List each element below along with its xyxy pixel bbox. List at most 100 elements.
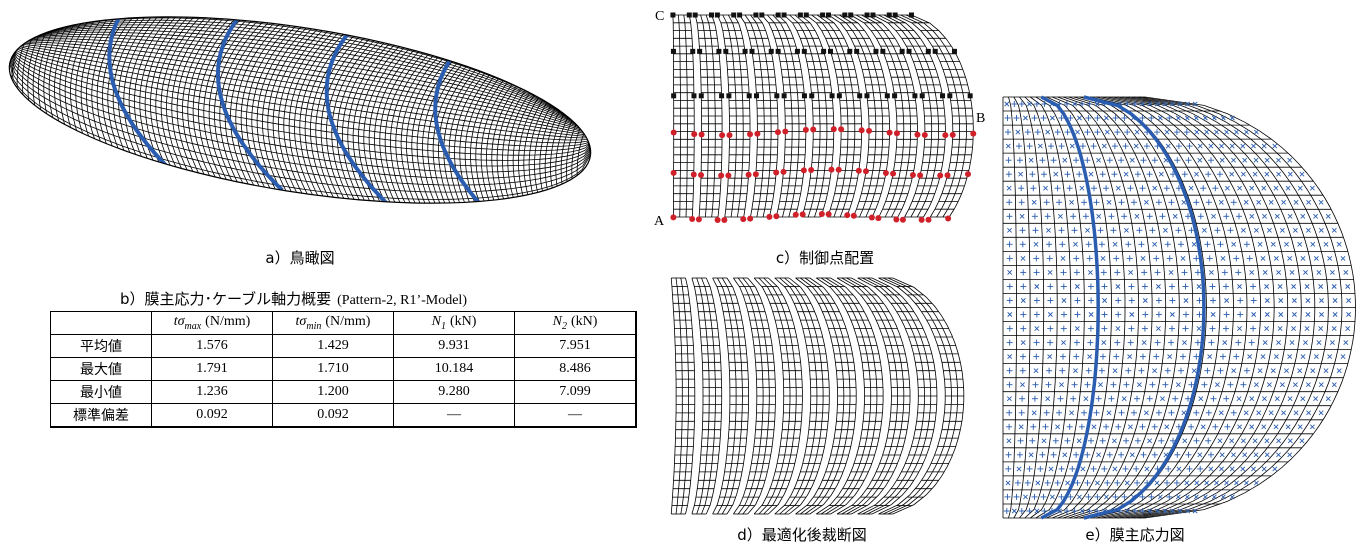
stress-cross — [1339, 352, 1347, 360]
control-point — [965, 171, 971, 177]
stress-cross — [1123, 382, 1129, 388]
stress-cross — [1272, 254, 1280, 262]
caption-note: (Pattern-2, R1’-Model) — [337, 293, 467, 308]
stress-cross — [1164, 185, 1170, 191]
stress-cross — [1007, 326, 1013, 332]
stress-cross — [1260, 212, 1268, 220]
stress-cross — [1235, 423, 1243, 431]
stress-cross — [1206, 410, 1212, 416]
stress-cross — [1088, 326, 1094, 332]
control-point — [842, 13, 847, 18]
value-cell: 1.200 — [273, 381, 394, 404]
aerial-mesh — [0, 0, 621, 240]
control-point — [856, 168, 862, 174]
stress-cross — [1019, 410, 1025, 416]
table-row: 最大値1.7911.71010.1848.486 — [51, 358, 637, 381]
stress-cross — [1007, 340, 1013, 346]
stress-cross — [1100, 171, 1106, 177]
stress-cross — [1296, 423, 1304, 431]
stress-cross — [1059, 466, 1065, 472]
stress-cross — [1192, 170, 1200, 178]
stress-cross — [1217, 198, 1225, 206]
stress-cross — [1142, 284, 1148, 290]
stress-cross — [1094, 199, 1100, 205]
stress-cross — [1134, 480, 1140, 486]
stress-cross — [1074, 340, 1080, 346]
stress-cross — [1006, 452, 1012, 458]
stress-cross — [1075, 312, 1081, 318]
stress-cross — [1030, 424, 1036, 430]
stress-cross — [1304, 380, 1312, 388]
value-cell: 7.951 — [515, 335, 637, 358]
stress-cross — [1055, 129, 1061, 135]
stress-cross — [1125, 352, 1133, 360]
stress-cross — [1303, 324, 1311, 332]
control-point — [753, 13, 758, 18]
stress-cross — [1105, 198, 1113, 206]
stress-cross — [1131, 199, 1137, 205]
stress-cross — [1252, 380, 1260, 388]
stress-cross — [1044, 199, 1050, 205]
control-point — [844, 212, 850, 218]
stress-cross — [1005, 184, 1013, 192]
stress-cross — [1142, 312, 1148, 318]
stress-cross — [1299, 254, 1307, 262]
stress-cross — [1233, 255, 1239, 261]
stress-cross — [1059, 143, 1065, 149]
stress-cross — [1020, 269, 1026, 275]
stress-cross — [1075, 437, 1083, 445]
control-point — [715, 217, 721, 223]
stress-cross — [1286, 212, 1294, 220]
symbol: tσ — [174, 314, 185, 329]
stress-cross — [1032, 366, 1040, 374]
control-point — [774, 93, 779, 98]
stress-cross — [1301, 338, 1309, 346]
stress-cross — [1051, 157, 1057, 163]
stress-cross — [1183, 312, 1189, 318]
stress-cross — [1205, 438, 1211, 444]
stress-cross — [1060, 296, 1068, 304]
control-point — [859, 127, 865, 133]
stress-cross — [1316, 324, 1324, 332]
control-point — [880, 49, 885, 54]
stress-cross — [1272, 423, 1280, 431]
stress-cross — [1096, 380, 1104, 388]
stress-cross — [1034, 312, 1040, 318]
stress-cross — [1138, 368, 1144, 374]
stress-cross — [1085, 382, 1091, 388]
stress-cross — [1033, 282, 1041, 290]
stress-cross — [1141, 157, 1147, 163]
stress-cross — [1200, 185, 1206, 191]
stress-cross — [1291, 226, 1299, 234]
stress-cross — [1132, 142, 1140, 150]
point-label: C — [655, 9, 664, 24]
stress-cross — [1122, 170, 1130, 178]
stress-cross — [1083, 213, 1089, 219]
stress-cross — [1193, 354, 1199, 360]
stress-cross — [1220, 354, 1226, 360]
stress-cross — [1039, 452, 1045, 458]
stress-cross — [1114, 480, 1120, 486]
stress-cross — [1222, 269, 1228, 275]
control-point — [687, 13, 692, 18]
stress-cross — [1239, 226, 1247, 234]
stress-cross — [1017, 452, 1023, 458]
stress-cross — [1025, 129, 1031, 135]
stress-cross — [1188, 424, 1194, 430]
stress-cross — [1140, 354, 1146, 360]
stress-cross — [1067, 185, 1073, 191]
stress-cross — [1056, 410, 1062, 416]
stress-cross — [1030, 185, 1036, 191]
stress-cross — [1125, 368, 1131, 374]
stress-cross — [1284, 423, 1292, 431]
control-point — [721, 217, 727, 223]
value-cell: 1.710 — [273, 358, 394, 381]
stress-cross — [1100, 142, 1108, 150]
stress-cross — [1047, 284, 1053, 290]
caption: d）最適化後裁断図 — [737, 526, 867, 544]
stress-cross — [1204, 241, 1210, 247]
stress-cross — [1046, 368, 1052, 374]
stress-cross — [1247, 255, 1253, 261]
stress-cross — [1018, 212, 1026, 220]
stress-cross — [1168, 410, 1174, 416]
